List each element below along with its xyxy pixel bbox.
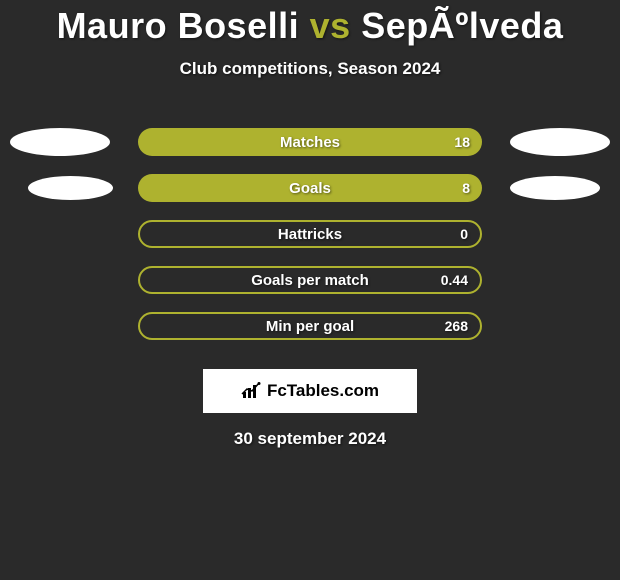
stat-value: 8: [462, 180, 470, 196]
player2-name: SepÃºlveda: [361, 5, 563, 46]
stat-value: 268: [445, 318, 468, 334]
stat-label: Hattricks: [278, 226, 342, 243]
page-title: Mauro Boselli vs SepÃºlveda: [0, 5, 620, 47]
stat-row: Hattricks 0: [0, 211, 620, 257]
stat-label: Min per goal: [266, 318, 354, 335]
logo: FcTables.com: [241, 381, 379, 401]
logo-text: FcTables.com: [267, 381, 379, 401]
stat-row: Matches 18: [0, 119, 620, 165]
stat-label: Goals: [289, 180, 331, 197]
player1-name: Mauro Boselli: [57, 5, 300, 46]
date-label: 30 september 2024: [0, 429, 620, 449]
player1-ellipse: [10, 128, 110, 156]
player2-ellipse: [510, 128, 610, 156]
vs-label: vs: [310, 5, 351, 46]
stat-row: Min per goal 268: [0, 303, 620, 349]
stat-value: 18: [454, 134, 470, 150]
stat-label: Matches: [280, 134, 340, 151]
infographic-container: Mauro Boselli vs SepÃºlveda Club competi…: [0, 0, 620, 449]
stat-bar-goals: Goals 8: [138, 174, 482, 202]
stat-bar-hattricks: Hattricks 0: [138, 220, 482, 248]
player2-ellipse: [510, 176, 600, 200]
stat-value: 0.44: [441, 272, 468, 288]
stat-row: Goals per match 0.44: [0, 257, 620, 303]
stat-row: Goals 8: [0, 165, 620, 211]
stat-bar-matches: Matches 18: [138, 128, 482, 156]
player1-ellipse: [28, 176, 113, 200]
stat-bar-min-per-goal: Min per goal 268: [138, 312, 482, 340]
stats-area: Matches 18 Goals 8 Hattricks 0 Goals per…: [0, 119, 620, 349]
stat-bar-goals-per-match: Goals per match 0.44: [138, 266, 482, 294]
subtitle: Club competitions, Season 2024: [0, 59, 620, 79]
stat-value: 0: [460, 226, 468, 242]
logo-box: FcTables.com: [203, 369, 417, 413]
stat-label: Goals per match: [251, 272, 369, 289]
barchart-icon: [241, 382, 263, 400]
